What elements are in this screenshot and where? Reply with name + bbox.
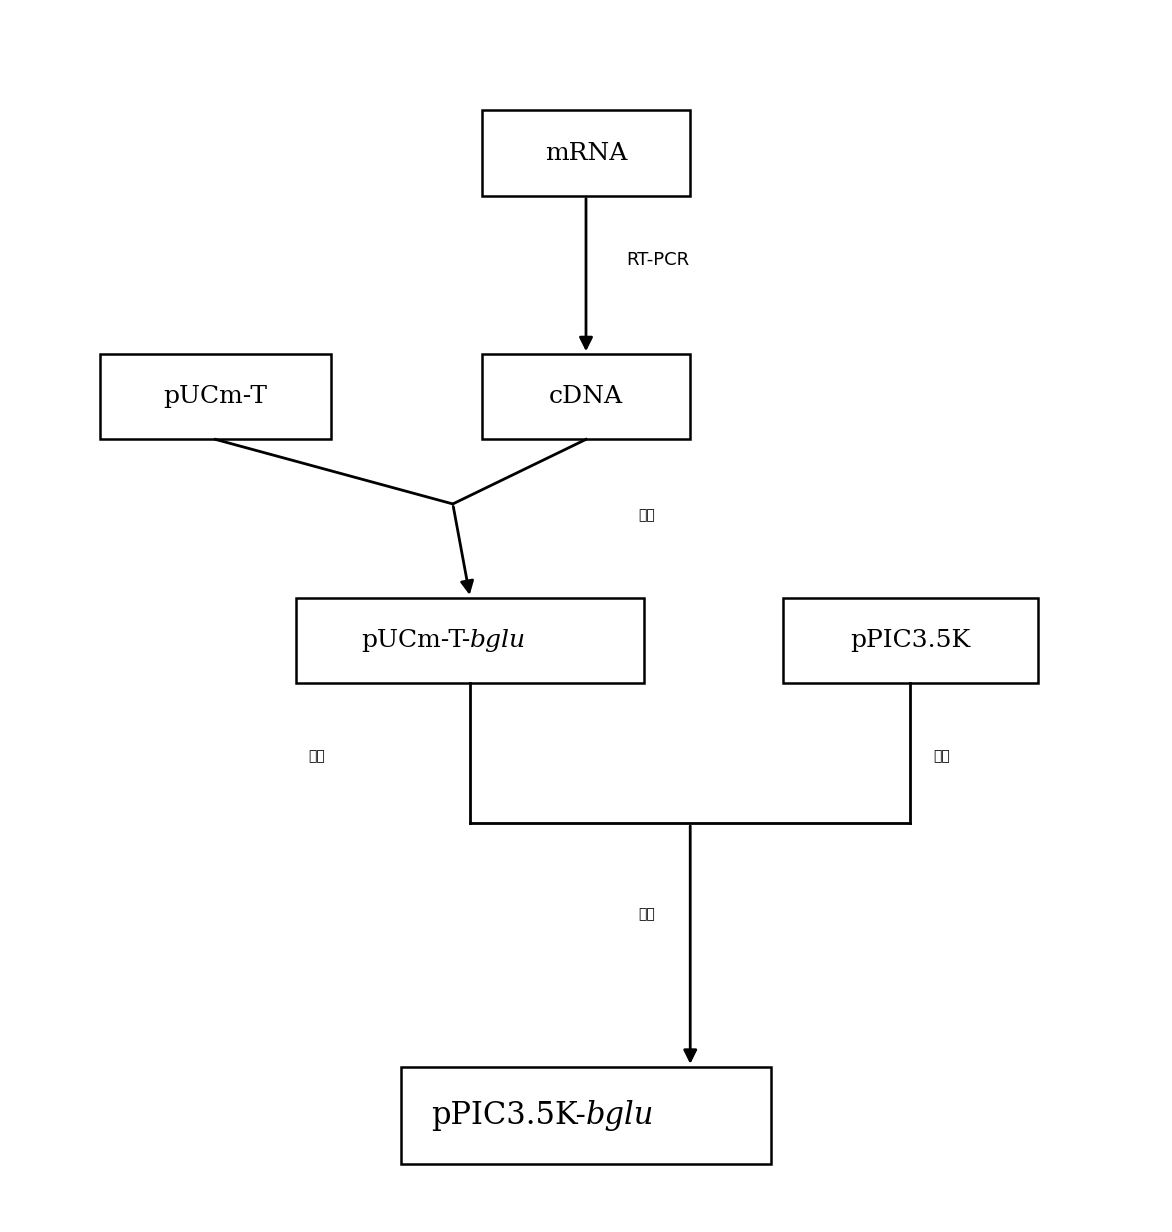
Text: 连接: 连接 <box>638 508 655 522</box>
Text: 酶切: 酶切 <box>933 749 950 763</box>
Text: mRNA: mRNA <box>545 142 627 165</box>
FancyBboxPatch shape <box>401 1067 771 1164</box>
Text: cDNA: cDNA <box>548 386 624 408</box>
Text: bglu: bglu <box>586 1100 654 1131</box>
Text: pUCm-T-: pUCm-T- <box>361 628 470 652</box>
Text: pPIC3.5K: pPIC3.5K <box>850 628 970 652</box>
FancyBboxPatch shape <box>100 354 332 440</box>
Text: pUCm-T: pUCm-T <box>163 386 267 408</box>
FancyBboxPatch shape <box>482 111 690 196</box>
FancyBboxPatch shape <box>482 354 690 440</box>
FancyBboxPatch shape <box>783 598 1037 683</box>
Text: 酶切: 酶切 <box>308 749 325 763</box>
Text: 连接: 连接 <box>638 908 655 922</box>
Text: pPIC3.5K-: pPIC3.5K- <box>431 1100 586 1131</box>
FancyBboxPatch shape <box>297 598 643 683</box>
Text: RT-PCR: RT-PCR <box>627 251 689 270</box>
Text: bglu: bglu <box>470 628 526 652</box>
